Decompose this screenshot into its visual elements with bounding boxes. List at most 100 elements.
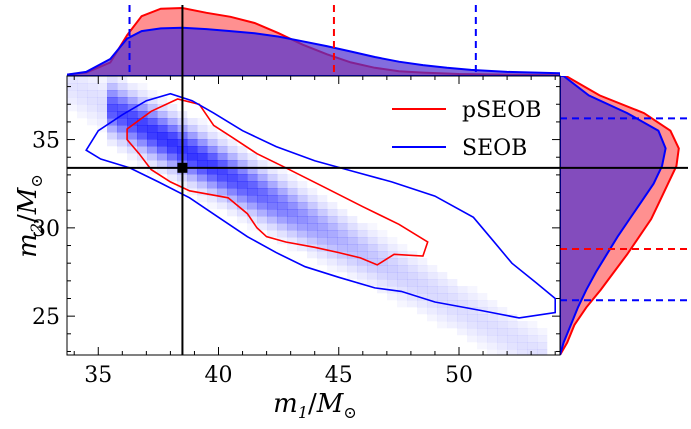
heatmap-cell (237, 174, 248, 182)
heatmap-cell (357, 265, 368, 273)
heatmap-cell (477, 293, 487, 300)
heatmap-cell (207, 174, 218, 182)
heatmap-cell (237, 195, 248, 203)
heatmap-cell (207, 153, 218, 161)
heatmap-cell (297, 230, 308, 238)
heatmap-cell (167, 167, 178, 175)
heatmap-cell (207, 125, 218, 133)
heatmap-cell (187, 174, 198, 182)
heatmap-cell (107, 83, 118, 91)
heatmap-cell (87, 111, 98, 119)
heatmap-cell (147, 104, 158, 112)
heatmap-cell (397, 279, 408, 287)
heatmap-cell (247, 160, 258, 168)
heatmap-cell (277, 223, 288, 231)
heatmap-cell (237, 167, 248, 175)
heatmap-cell (247, 188, 258, 196)
heatmap-cell (457, 293, 468, 301)
heatmap-cell (327, 223, 338, 231)
heatmap-cell (337, 258, 348, 266)
heatmap-cell (307, 195, 318, 203)
heatmap-cell (197, 132, 208, 140)
heatmap-cell (217, 202, 228, 210)
heatmap-cell (127, 125, 138, 133)
heatmap-cell (147, 139, 158, 147)
heatmap-cell (77, 76, 88, 84)
heatmap-cell (207, 195, 218, 203)
heatmap-cell (397, 258, 408, 266)
contour-seob (85, 92, 556, 319)
heatmap-cell (167, 111, 178, 119)
marginal-x-seob (67, 26, 560, 76)
heatmap-cell (137, 118, 148, 126)
heatmap-cell (197, 195, 208, 203)
heatmap-cell (467, 335, 478, 343)
heatmap-cell (227, 188, 238, 196)
x-tick-label: 40 (205, 363, 233, 388)
heatmap-cell (327, 237, 338, 245)
heatmap-cell (197, 153, 208, 161)
heatmap-cell (147, 111, 158, 119)
heatmap-cell (487, 342, 498, 350)
heatmap-cell (327, 265, 337, 272)
y-axis-title: m2/M⊙ (13, 174, 46, 258)
heatmap-cell (247, 202, 258, 210)
heatmap-cell (97, 97, 108, 105)
heatmap-cell (227, 174, 238, 182)
heatmap-cell (517, 349, 528, 355)
heatmap-cell (527, 321, 537, 328)
heatmap-cell (497, 321, 508, 329)
heatmap-cell (127, 97, 138, 105)
heatmap-cell (207, 132, 218, 140)
heatmap-cell (447, 279, 458, 287)
heatmap-cell (297, 216, 308, 224)
heatmap-cell (117, 90, 128, 98)
heatmap-cell (467, 300, 478, 308)
heatmap-cell (297, 209, 308, 217)
heatmap-cell (87, 76, 98, 84)
heatmap-cell (427, 265, 438, 273)
heatmap-cell (357, 223, 368, 231)
heatmap-cell (427, 314, 438, 322)
heatmap-cell (117, 146, 128, 154)
heatmap-cell (267, 167, 278, 175)
heatmap-cell (237, 188, 248, 196)
heatmap-cell (387, 272, 398, 280)
heatmap-cell (427, 307, 438, 315)
heatmap-cell (107, 104, 118, 112)
heatmap-cell (187, 153, 198, 161)
heatmap-cell (327, 202, 338, 210)
heatmap-cell (317, 216, 328, 224)
heatmap-cell (187, 118, 198, 126)
heatmap-cell (167, 125, 178, 133)
heatmap-cell (297, 181, 308, 189)
heatmap-cell (287, 174, 298, 182)
heatmap-cell (257, 181, 268, 189)
heatmap-cell (277, 188, 288, 196)
heatmap-cell (107, 76, 118, 84)
heatmap-cell (507, 314, 518, 322)
heatmap-cell (397, 286, 408, 294)
heatmap-cell (447, 314, 458, 322)
marginal-y-seob (560, 76, 667, 355)
heatmap-cell (187, 132, 198, 140)
heatmap-cell (337, 209, 348, 217)
heatmap-cell (127, 118, 138, 126)
heatmap-cell (397, 293, 408, 301)
heatmap-cell (527, 349, 538, 355)
heatmap-cell (217, 181, 228, 189)
heatmap-cell (97, 90, 108, 98)
heatmap-cell (447, 321, 458, 329)
heatmap-cell (367, 265, 378, 273)
heatmap-cell (297, 188, 308, 196)
heatmap-cell (137, 83, 147, 90)
heatmap-cell (237, 146, 248, 154)
heatmap-cell (357, 230, 368, 238)
heatmap-cell (107, 139, 118, 147)
heatmap-cell (197, 181, 208, 189)
heatmap-cell (457, 321, 468, 329)
heatmap-cell (347, 272, 358, 280)
heatmap-cell (137, 139, 148, 147)
heatmap-cell (147, 132, 158, 140)
heatmap-cell (227, 195, 238, 203)
